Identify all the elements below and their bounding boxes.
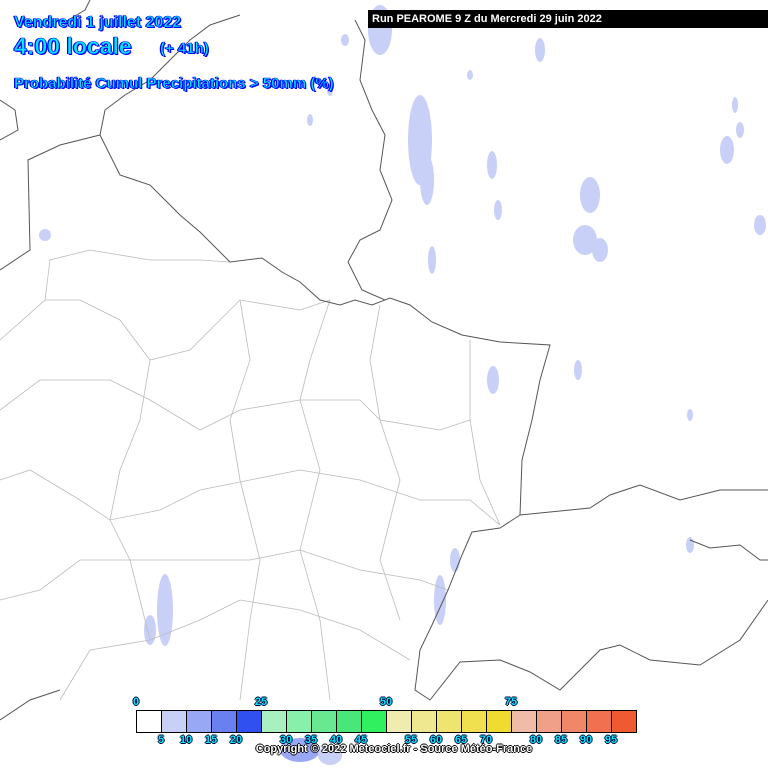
run-info: Run PEAROME 9 Z du Mercredi 29 juin 2022 <box>368 10 768 28</box>
color-legend <box>136 710 637 733</box>
precip-area <box>487 366 499 394</box>
region-border <box>469 340 501 526</box>
precip-area <box>720 136 734 164</box>
region-border <box>0 249 231 341</box>
legend-swatch <box>462 711 487 732</box>
legend-swatch <box>312 711 337 732</box>
coast-benelux <box>99 14 241 136</box>
legend-label-top: 75 <box>504 696 518 708</box>
legend-swatch <box>437 711 462 732</box>
precip-area <box>318 745 342 765</box>
precip-area <box>327 84 333 96</box>
region-border <box>0 549 449 601</box>
legend-swatch <box>362 711 387 732</box>
legend-label-bottom: 20 <box>229 734 243 746</box>
border-swiss-north <box>519 484 768 516</box>
region-border <box>0 379 471 431</box>
legend-swatch <box>387 711 412 732</box>
border-swiss-italy <box>414 514 768 701</box>
precip-area <box>280 738 320 762</box>
precip-area <box>450 548 460 572</box>
legend-label-bottom: 60 <box>429 734 443 746</box>
country-borders <box>0 0 768 721</box>
legend-label-bottom: 65 <box>454 734 468 746</box>
legend-label-bottom: 45 <box>354 734 368 746</box>
border-germany-west <box>347 19 393 301</box>
region-border <box>229 299 261 701</box>
legend-label-top: 50 <box>379 696 393 708</box>
precip-area <box>736 122 744 138</box>
parameter-title: Probabilité Cumul Precipitations > 50mm … <box>14 75 334 93</box>
legend-label-bottom: 85 <box>554 734 568 746</box>
region-border <box>109 359 151 641</box>
precip-area <box>573 225 597 255</box>
legend-swatch <box>412 711 437 732</box>
region-border <box>0 469 501 526</box>
legend-swatch <box>612 711 636 732</box>
region-borders <box>0 249 501 701</box>
border-austria <box>689 539 768 561</box>
coast-uk-east <box>59 0 91 26</box>
legend-label-bottom: 5 <box>157 734 165 746</box>
precip-area <box>434 575 446 625</box>
precip-area <box>732 97 738 113</box>
legend-label-top: 0 <box>132 696 140 708</box>
precip-area <box>428 246 436 274</box>
lead-time: (+ 41h) <box>160 40 209 58</box>
precip-area <box>754 215 766 235</box>
legend-swatch <box>187 711 212 732</box>
legend-label-bottom: 35 <box>304 734 318 746</box>
precipitation-areas <box>39 5 766 765</box>
legend-label-bottom: 30 <box>279 734 293 746</box>
precip-area <box>494 200 502 220</box>
legend-label-bottom: 55 <box>404 734 418 746</box>
precip-area <box>420 155 434 205</box>
forecast-date: Vendredi 1 juillet 2022 <box>14 14 182 32</box>
legend-swatch <box>137 711 162 732</box>
precip-area <box>686 537 694 553</box>
legend-swatch <box>237 711 262 732</box>
legend-swatch <box>212 711 237 732</box>
legend-label-bottom: 90 <box>579 734 593 746</box>
legend-swatch <box>262 711 287 732</box>
legend-swatch <box>287 711 312 732</box>
border-south <box>0 689 61 721</box>
precip-area <box>535 38 545 62</box>
precip-area <box>487 151 497 179</box>
legend-swatch <box>537 711 562 732</box>
legend-swatch <box>337 711 362 732</box>
coast-uk <box>0 99 19 141</box>
legend-label-bottom: 10 <box>179 734 193 746</box>
legend-label-bottom: 70 <box>479 734 493 746</box>
legend-swatch <box>587 711 612 732</box>
precip-area <box>307 114 313 126</box>
precip-area <box>341 34 349 46</box>
legend-swatch <box>512 711 537 732</box>
precip-area <box>592 238 608 262</box>
region-border <box>369 304 401 621</box>
precip-area <box>580 177 600 213</box>
legend-label-bottom: 40 <box>329 734 343 746</box>
copyright: Copyright © 2022 Meteociel.fr - Source M… <box>255 743 533 755</box>
region-border <box>299 299 331 701</box>
precip-area <box>467 70 473 80</box>
precip-area <box>39 229 51 241</box>
region-border <box>59 599 411 701</box>
border-france-north <box>0 134 551 516</box>
legend-label-bottom: 95 <box>604 734 618 746</box>
legend-swatch <box>162 711 187 732</box>
precip-area <box>157 574 173 646</box>
legend-swatch <box>562 711 587 732</box>
precip-area <box>144 615 156 645</box>
legend-label-bottom: 15 <box>204 734 218 746</box>
region-border <box>45 299 331 361</box>
precip-area <box>687 409 693 421</box>
legend-label-bottom: 80 <box>529 734 543 746</box>
precip-area <box>574 360 582 380</box>
legend-swatch <box>487 711 512 732</box>
forecast-time: 4:00 locale <box>14 33 132 60</box>
legend-label-top: 25 <box>254 696 268 708</box>
